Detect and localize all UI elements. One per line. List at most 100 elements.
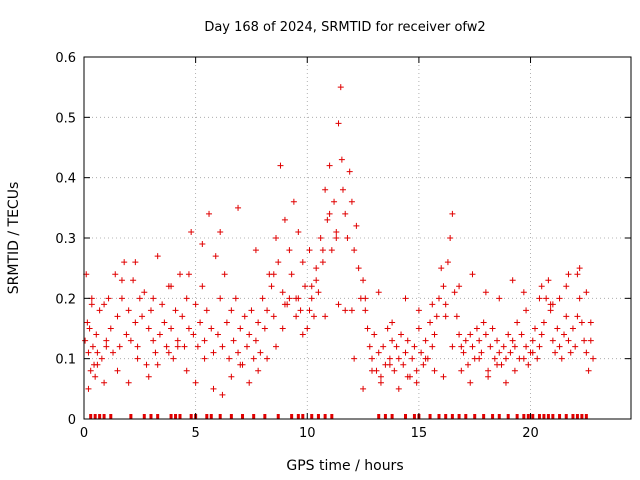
- data-point: [473, 325, 480, 332]
- data-point: [447, 235, 454, 241]
- data-point: [310, 313, 317, 320]
- data-point: [355, 265, 362, 272]
- data-point: [331, 198, 338, 205]
- data-point: [420, 361, 427, 368]
- data-point: [165, 349, 172, 356]
- zero-value-marker: [404, 414, 408, 419]
- data-point: [346, 168, 353, 175]
- data-point: [328, 247, 335, 254]
- zero-value-marker: [178, 414, 182, 419]
- data-point: [366, 343, 373, 350]
- data-point: [482, 331, 489, 338]
- data-point: [177, 271, 184, 278]
- data-point: [422, 337, 429, 344]
- data-point: [433, 313, 440, 320]
- data-point: [136, 295, 143, 302]
- data-point: [431, 331, 438, 338]
- data-point: [415, 307, 422, 314]
- data-point: [395, 355, 402, 362]
- y-axis-ticks: 0 0.1 0.2 0.3 0.4 0.5 0.6: [55, 51, 631, 428]
- data-point: [520, 289, 527, 296]
- y-tick-label: 0.4: [55, 172, 76, 187]
- data-point: [525, 361, 532, 368]
- data-point: [299, 331, 306, 338]
- data-point: [130, 277, 137, 284]
- data-point: [85, 385, 92, 392]
- data-point: [393, 343, 400, 350]
- data-point: [456, 331, 463, 338]
- data-point: [101, 379, 108, 386]
- data-point: [295, 295, 302, 302]
- data-point: [252, 247, 259, 254]
- data-point: [89, 343, 96, 350]
- zero-value-marker: [450, 414, 454, 419]
- data-point: [306, 247, 313, 254]
- zero-value-marker: [330, 414, 334, 419]
- data-point: [219, 391, 226, 398]
- data-point: [150, 295, 157, 302]
- data-point: [348, 198, 355, 205]
- data-point: [556, 295, 563, 302]
- data-point: [391, 367, 398, 374]
- zero-value-marker: [142, 414, 146, 419]
- data-point: [322, 186, 329, 193]
- data-point: [96, 307, 103, 314]
- data-point: [531, 325, 538, 332]
- data-point: [154, 361, 161, 368]
- data-point: [214, 331, 221, 338]
- data-point: [134, 343, 141, 350]
- data-point: [261, 325, 268, 332]
- data-point: [147, 307, 154, 314]
- zero-value-marker: [323, 414, 327, 419]
- data-point: [467, 331, 474, 338]
- data-point: [351, 355, 358, 362]
- data-point: [297, 307, 304, 314]
- data-point: [335, 301, 342, 308]
- data-point: [469, 271, 476, 278]
- data-point: [502, 355, 509, 362]
- data-point: [290, 198, 297, 205]
- data-point: [107, 325, 114, 332]
- data-point: [536, 343, 543, 350]
- x-tick-label: 5: [191, 426, 199, 441]
- zero-value-marker: [189, 414, 193, 419]
- data-point: [545, 277, 552, 284]
- zero-value-marker: [444, 414, 448, 419]
- y-tick-label: 0.2: [55, 292, 76, 307]
- data-point: [435, 295, 442, 302]
- data-point: [561, 331, 568, 338]
- data-point: [572, 343, 579, 350]
- data-point: [491, 355, 498, 362]
- data-point: [317, 235, 324, 241]
- y-axis-label: SRMTID / TECUs: [6, 182, 22, 295]
- data-point: [268, 283, 275, 290]
- data-point: [85, 349, 92, 356]
- data-point: [235, 204, 242, 211]
- data-point: [587, 337, 594, 344]
- data-point: [485, 367, 492, 374]
- data-point: [168, 283, 175, 290]
- data-point: [369, 367, 376, 374]
- data-point: [567, 349, 574, 356]
- data-point: [583, 289, 590, 296]
- data-point: [565, 271, 572, 278]
- x-tick-label: 15: [411, 426, 428, 441]
- x-axis-label: GPS time / hours: [286, 458, 403, 474]
- data-point: [451, 289, 458, 296]
- data-point: [243, 343, 250, 350]
- data-point: [217, 295, 224, 302]
- data-point: [576, 295, 583, 302]
- data-point: [377, 379, 384, 386]
- data-point: [168, 325, 175, 332]
- data-point: [547, 307, 554, 314]
- data-point: [281, 216, 288, 223]
- data-point: [338, 156, 345, 163]
- data-point: [199, 283, 206, 290]
- data-point: [520, 355, 527, 362]
- data-point: [529, 349, 536, 356]
- data-point: [333, 228, 340, 235]
- chart-title: Day 168 of 2024, SRMTID for receiver ofw…: [204, 20, 485, 35]
- data-point: [237, 361, 244, 368]
- data-point: [88, 301, 95, 308]
